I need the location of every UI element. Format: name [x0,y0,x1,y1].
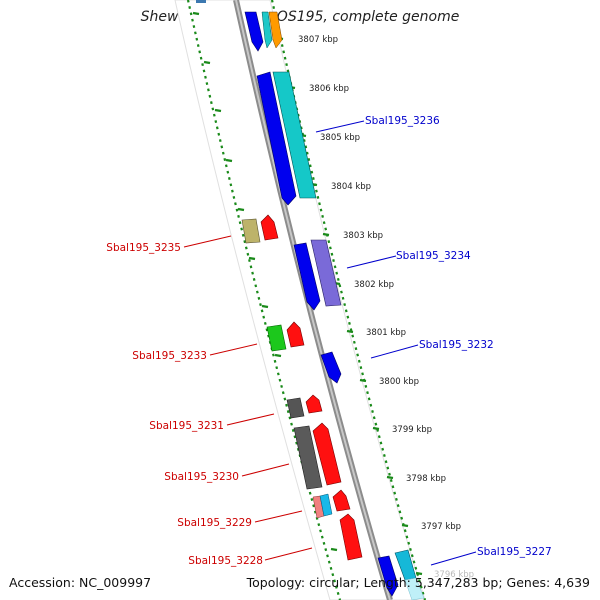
gene-feature[interactable] [339,513,363,561]
gene-label[interactable]: Sbal195_3234 [396,250,471,262]
gene-label[interactable]: Sbal195_3232 [419,339,494,351]
gene-feature[interactable] [332,489,351,512]
gene-feature[interactable] [404,577,425,600]
ruler-label-3800: 3800 kbp [379,377,419,387]
gene-feature[interactable] [319,493,333,517]
ruler-label-3807: 3807 kbp [298,35,338,45]
gene-label[interactable]: Sbal195_3233 [132,350,207,362]
ruler-labels: 3807 kbp 3806 kbp 3805 kbp 3804 kbp 3803… [298,35,474,580]
ruler-label-3797: 3797 kbp [421,522,461,532]
gene-feature[interactable] [266,324,287,352]
minus-strand-genes [241,214,363,561]
gene-labels: Sbal195_3236 Sbal195_3234 Sbal195_3232 S… [106,115,551,567]
gene-feature[interactable] [241,218,261,244]
gene-feature[interactable] [286,321,305,348]
plus-strand-genes [244,11,425,600]
outer-track-panel [174,0,426,600]
gene-label[interactable]: Sbal195_3227 [477,546,552,558]
ruler-label-3798: 3798 kbp [406,474,446,484]
gene-feature[interactable] [305,394,323,414]
gene-feature[interactable] [310,239,342,307]
ruler-label-3802: 3802 kbp [354,280,394,290]
gene-feature[interactable] [377,555,399,597]
label-connectors [183,120,477,566]
gene-label[interactable]: Sbal195_3231 [149,420,224,432]
gene-feature[interactable] [261,11,273,49]
gene-label[interactable]: Sbal195_3230 [164,471,239,483]
ruler-label-3801: 3801 kbp [366,328,406,338]
gene-feature[interactable] [244,11,264,52]
gene-label[interactable]: Sbal195_3229 [177,517,252,529]
genome-summary-text: Topology: circular; Length: 5,347,283 bp… [246,575,590,590]
ruler-label-3796: 3796 kbp [434,570,474,580]
gene-feature[interactable] [260,214,279,241]
gene-label[interactable]: Sbal195_3236 [365,115,440,127]
gene-feature[interactable] [293,425,323,490]
gene-feature[interactable] [286,397,305,419]
gene-feature[interactable] [293,242,321,311]
ruler-label-3804: 3804 kbp [331,182,371,192]
gene-feature[interactable] [272,71,317,199]
gene-feature[interactable] [320,351,342,384]
gene-label[interactable]: Sbal195_3228 [188,555,263,567]
gene-feature[interactable] [312,422,342,486]
gene-feature[interactable] [268,11,283,49]
ruler-label-3805: 3805 kbp [320,133,360,143]
accession-text: Accession: NC_009997 [9,575,152,590]
gene-feature[interactable] [196,0,206,3]
gene-feature[interactable] [256,71,297,206]
ruler-label-3806: 3806 kbp [309,84,349,94]
outer-dotted-ring [186,0,342,600]
ruler-label-3799: 3799 kbp [392,425,432,435]
gene-label[interactable]: Sbal195_3235 [106,242,181,254]
ruler-label-3803: 3803 kbp [343,231,383,241]
